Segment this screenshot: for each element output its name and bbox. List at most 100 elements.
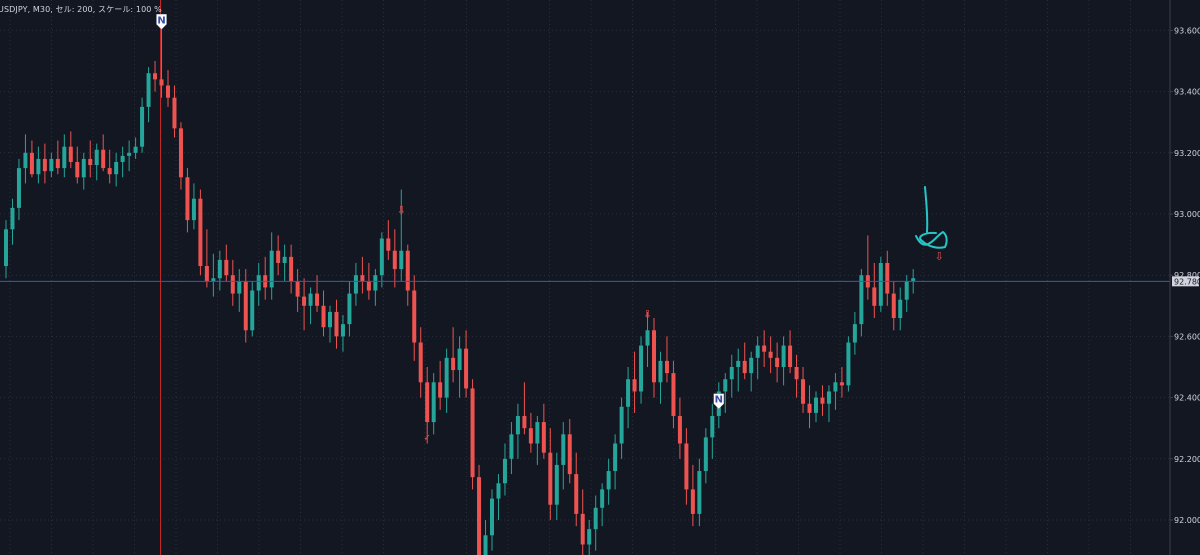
candle-body	[775, 357, 780, 367]
candle-body	[723, 379, 728, 392]
candle-body	[535, 422, 540, 444]
candle-body	[464, 348, 469, 389]
sell-arrow-icon: ⇩	[397, 204, 406, 217]
candle-body	[438, 382, 443, 398]
candle-body	[839, 382, 844, 386]
candle-body	[42, 158, 47, 172]
candle-body	[94, 149, 99, 166]
candle-body	[768, 351, 773, 358]
candle-body	[496, 483, 501, 499]
candle-body	[444, 357, 449, 398]
price-tick-label: 93.400	[1174, 88, 1200, 97]
candle-body	[405, 250, 410, 291]
current-price-badge	[1172, 276, 1199, 287]
price-tick-label: 92.000	[1174, 516, 1200, 525]
candle-body	[185, 177, 190, 221]
candle-body	[146, 73, 151, 107]
candle-body	[198, 198, 203, 267]
candle-body	[282, 256, 287, 263]
candle-body	[62, 146, 67, 169]
candle-body	[36, 158, 41, 175]
candle-body	[10, 207, 15, 230]
candle-body	[541, 422, 546, 453]
candle-body	[528, 428, 533, 444]
candle-body	[250, 290, 255, 331]
candle-body	[846, 342, 851, 386]
candle-body	[178, 128, 183, 178]
chart-header-label: USDJPY, M30, セル: 200, スケール: 100 %	[0, 5, 162, 14]
candle-body	[334, 311, 339, 337]
candle-body	[425, 382, 430, 423]
candle-body	[133, 146, 138, 153]
candle-body	[898, 299, 903, 319]
candle-body	[502, 458, 507, 484]
n-flag-label: N	[715, 395, 723, 406]
freehand-drawing	[915, 186, 948, 249]
candle-body	[483, 535, 488, 555]
candle-body	[703, 437, 708, 472]
candle-body	[114, 161, 119, 175]
candle-body	[561, 434, 566, 465]
candle-body	[217, 259, 222, 279]
candle-body	[302, 296, 307, 306]
candle-body	[807, 403, 812, 413]
candle-body	[684, 443, 689, 490]
candle-body	[580, 513, 585, 545]
price-tick-label: 93.600	[1174, 26, 1200, 35]
candle-body	[470, 388, 475, 478]
sell-arrow-icon: ⇩	[935, 250, 944, 263]
price-tick-label: 92.400	[1174, 394, 1200, 403]
candle-body	[237, 281, 242, 294]
candle-body	[4, 229, 8, 267]
candle-body	[742, 360, 747, 374]
candle-body	[16, 168, 21, 208]
candle-body	[127, 152, 132, 156]
candle-body	[749, 357, 754, 374]
candle-body	[457, 348, 462, 371]
candle-body	[632, 379, 637, 392]
check-mark-icon: ✓	[423, 433, 431, 443]
price-tick-label: 93.000	[1174, 210, 1200, 219]
candle-body	[224, 259, 229, 276]
candle-body	[878, 262, 883, 306]
candle-body	[166, 85, 170, 98]
candle-body	[801, 379, 806, 404]
candle-body	[101, 149, 106, 169]
candle-body	[153, 73, 158, 80]
price-tick-label: 92.200	[1174, 455, 1200, 464]
candle-body	[347, 293, 352, 325]
candle-body	[68, 146, 73, 162]
candle-body	[820, 397, 825, 404]
candle-body	[762, 345, 767, 352]
candle-body	[88, 158, 93, 166]
candle-body	[211, 278, 216, 282]
candle-body	[814, 397, 818, 413]
candle-body	[891, 293, 896, 319]
price-tick-label: 93.200	[1174, 149, 1200, 158]
candle-body	[373, 275, 378, 291]
candle-body	[392, 250, 397, 270]
candle-body	[567, 434, 572, 475]
candle-body	[269, 250, 274, 288]
candle-body	[431, 382, 436, 423]
candle-body	[379, 238, 384, 276]
candle-body	[736, 360, 741, 367]
candle-body	[295, 281, 300, 297]
candle-body	[872, 287, 877, 306]
candle-body	[606, 471, 611, 490]
candle-body	[289, 256, 294, 282]
candle-body	[412, 290, 417, 343]
candle-body	[360, 275, 365, 282]
candle-body	[256, 275, 261, 291]
candle-body	[477, 477, 482, 555]
candle-body	[81, 158, 86, 178]
candle-body	[75, 161, 80, 178]
candle-body	[276, 250, 281, 263]
candle-body	[548, 452, 553, 505]
candle-body	[243, 281, 248, 331]
candle-body	[911, 278, 916, 282]
candle-body	[619, 406, 624, 444]
candle-body	[509, 434, 514, 459]
